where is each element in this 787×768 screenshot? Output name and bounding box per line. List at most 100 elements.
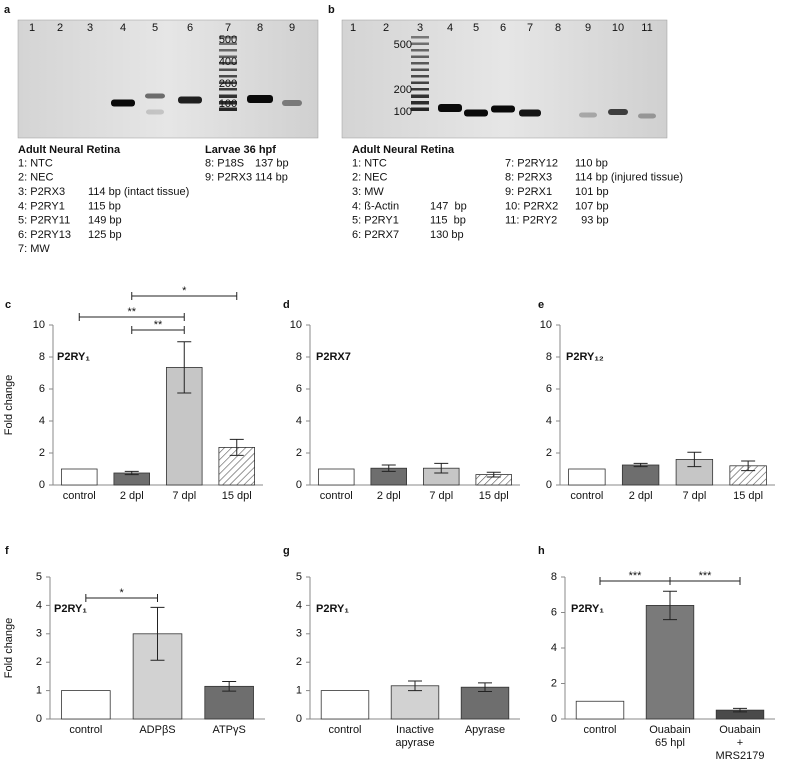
legend-heading: Adult Neural Retina	[18, 144, 121, 156]
x-tick-label-box: 7 dpl	[682, 490, 707, 502]
chart-label: P2RY₁₂	[566, 351, 604, 363]
gel-band	[282, 100, 302, 106]
ladder-band	[219, 36, 237, 39]
x-tick-label: 7 dpl	[429, 490, 454, 502]
legend-item: 5: P2RY11	[18, 215, 70, 227]
x-tick-label: Inactive apyrase	[395, 724, 435, 749]
x-tick-label-box: 2 dpl	[377, 490, 401, 502]
lane-label: 5	[152, 22, 158, 34]
ladder-band	[411, 49, 429, 52]
legend-size: 107 bp	[575, 200, 609, 212]
x-tick-label: 2 dpl	[119, 490, 144, 502]
x-tick-label: control	[583, 724, 617, 736]
legend-size: 93 bp	[575, 215, 609, 227]
bar	[61, 468, 98, 486]
ladder-label: 400	[219, 56, 237, 68]
x-tick-label-box: 2 dpl	[628, 490, 653, 502]
y-tick-label: 4	[296, 599, 302, 611]
legend-size: 147 bp	[430, 200, 467, 212]
ladder-label: 500	[394, 39, 412, 51]
x-tick-label: Ouabain + MRS2179	[715, 724, 765, 762]
ladder-band	[411, 107, 429, 111]
ladder-band	[219, 62, 237, 65]
bar	[575, 700, 625, 720]
y-tick-label: 10	[33, 319, 45, 331]
y-tick-label: 4	[546, 415, 552, 427]
significance-bracket	[131, 326, 185, 334]
y-tick-label: 3	[36, 628, 42, 640]
significance-label: *	[182, 285, 187, 297]
bar	[568, 468, 606, 486]
lane-label: 8	[257, 22, 263, 34]
panel-letter: c	[5, 299, 11, 311]
ladder-band	[411, 55, 429, 58]
lane-label: 9	[585, 22, 591, 34]
x-tick-label: control	[328, 724, 362, 736]
y-axis-label: Fold change	[3, 375, 15, 436]
significance-label: *	[120, 587, 125, 599]
error-bar	[633, 462, 648, 468]
gel-band	[146, 109, 164, 115]
lane-label: 8	[555, 22, 561, 34]
lane-label: 5	[473, 22, 479, 34]
x-tick-label: control	[69, 724, 103, 736]
x-tick-label: Apyrase	[464, 724, 506, 736]
gel-band	[579, 112, 597, 118]
bar	[317, 468, 355, 486]
error-bar	[687, 451, 702, 468]
significance-label: ***	[629, 570, 643, 582]
gel-band	[519, 109, 541, 117]
x-tick-label-box: 7 dpl	[429, 490, 454, 502]
ladder-band	[219, 42, 237, 45]
ladder-band	[411, 68, 429, 71]
legend-item: 8: P2RX3	[505, 172, 552, 184]
ladder-band	[219, 94, 237, 98]
chart-label: P2RY₁	[54, 603, 87, 615]
x-tick-label-box: 15 dpl	[222, 490, 252, 502]
error-bar	[478, 682, 492, 692]
significance-bracket	[131, 292, 238, 300]
error-bar	[408, 680, 422, 692]
y-tick-label: 0	[296, 479, 302, 491]
ladder-label: 500	[219, 34, 237, 46]
x-tick-label-box: 2 dpl	[119, 490, 144, 502]
y-tick-label: 8	[296, 351, 302, 363]
y-tick-label: 5	[36, 571, 42, 583]
x-tick-label-box: control	[328, 724, 362, 736]
legend-item: 1: NTC	[18, 157, 53, 169]
y-tick-label: 2	[551, 677, 557, 689]
legend-item: 4: P2RY1	[18, 200, 65, 212]
y-tick-label: 2	[546, 447, 552, 459]
panel-letter: a	[4, 4, 11, 16]
ladder-band	[411, 81, 429, 84]
panel-letter: e	[538, 299, 544, 311]
x-tick-label-box: control	[69, 724, 103, 736]
panel-letter: b	[328, 4, 335, 16]
x-tick-label: control	[62, 490, 96, 502]
panel-letter: h	[538, 545, 545, 557]
x-tick-label: 2 dpl	[628, 490, 653, 502]
x-tick-label-box: Ouabain + MRS2179	[715, 724, 765, 762]
x-tick-label: Ouabain 65 hpl	[649, 724, 691, 749]
lane-label: 2	[383, 22, 389, 34]
error-bar	[150, 606, 165, 661]
x-tick-label-box: ADPβS	[139, 724, 175, 736]
lane-label: 3	[417, 22, 423, 34]
legend-item: 1: NTC	[352, 157, 387, 169]
ladder-band	[411, 36, 429, 39]
x-tick-label-box: 7 dpl	[172, 490, 196, 502]
legend-size: 115 bp	[430, 215, 466, 227]
y-tick-label: 4	[39, 415, 45, 427]
error-bar	[177, 341, 192, 394]
ladder-band	[219, 88, 237, 91]
lane-label: 4	[447, 22, 453, 34]
legend-item: 6: P2RY13	[18, 229, 71, 241]
x-tick-label: 7 dpl	[682, 490, 707, 502]
lane-label: 3	[87, 22, 93, 34]
y-axis-label: Fold change	[3, 618, 15, 679]
lane-label: 10	[612, 22, 624, 34]
y-tick-label: 0	[551, 713, 557, 725]
gel-band	[638, 113, 656, 119]
legend-heading: Larvae 36 hpf	[205, 144, 276, 156]
legend-size: 125 bp	[88, 229, 122, 241]
